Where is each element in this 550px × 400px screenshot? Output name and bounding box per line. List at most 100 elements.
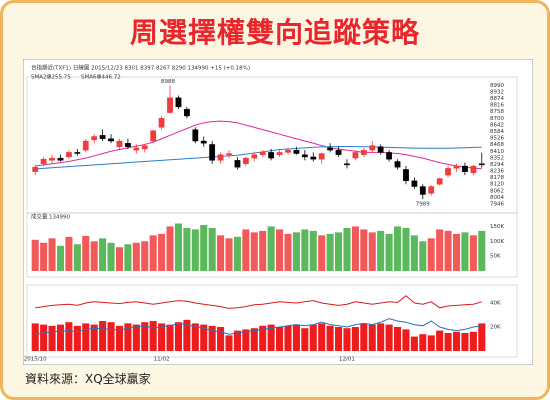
y-tick-label: 8526 [490, 136, 504, 142]
low-label: 7989 [416, 202, 430, 208]
volume-bar [141, 241, 149, 271]
candle-body [360, 149, 367, 155]
oi-bar [309, 324, 317, 351]
candle-body [386, 152, 392, 160]
candle-body [116, 140, 123, 147]
oi-bar [360, 323, 368, 351]
volume-bar [259, 230, 267, 271]
volume-bar [208, 227, 216, 271]
x-tick-label: 12/01 [339, 357, 355, 363]
y-tick-label: 8468 [490, 142, 504, 148]
chart-bg [23, 59, 533, 365]
volume-bar [250, 232, 258, 271]
candle-body [310, 156, 317, 160]
y-tick-label: 8758 [490, 109, 504, 115]
candle-body [318, 153, 325, 160]
oi-bar [469, 331, 477, 351]
volume-bar [368, 232, 376, 271]
candle-body [32, 166, 39, 172]
volume-bar [31, 239, 39, 271]
volume-bar [343, 227, 351, 271]
candle-body [428, 186, 435, 194]
candle-body [453, 165, 460, 169]
volume-bar [393, 226, 402, 271]
title: 周選擇權雙向追蹤策略 [129, 16, 420, 49]
candle-body [411, 180, 418, 187]
oi-bar [158, 323, 166, 351]
y-tick-label: 20K [490, 325, 501, 331]
oi-bar [166, 324, 174, 351]
candle-body [66, 152, 72, 158]
candle-body [217, 154, 224, 161]
volume-bar [410, 235, 418, 271]
oi-bar [292, 324, 300, 351]
panel [26, 284, 518, 358]
oi-bar [402, 329, 410, 351]
volume-bar [200, 224, 208, 271]
oi-bar [377, 323, 385, 351]
candle-body [234, 160, 241, 168]
volume-bar [335, 232, 343, 271]
volume-bar [292, 232, 300, 271]
oi-bar [368, 324, 376, 351]
volume-bar [124, 244, 132, 271]
oi-bar [124, 323, 132, 351]
candle-body [175, 97, 182, 108]
oi-bar [343, 328, 351, 351]
candle-body [242, 157, 249, 164]
volume-bar [56, 245, 65, 271]
oi-bar [318, 323, 326, 351]
y-tick-label: 8584 [490, 129, 504, 135]
oi-bar [40, 324, 48, 351]
y-tick-label: 8990 [490, 83, 504, 89]
y-tick-label: 8178 [490, 175, 504, 181]
candle-body [369, 145, 376, 151]
volume-bar [82, 235, 90, 271]
candle-body [192, 129, 199, 142]
oi-bar [132, 324, 140, 351]
y-tick-label: 8410 [490, 149, 504, 155]
volume-bar [444, 230, 452, 271]
candle-body [183, 108, 190, 117]
y-tick-label: 8874 [490, 96, 504, 102]
volume-bar [402, 227, 410, 271]
candle-body [301, 154, 308, 158]
legend-value: 8255.75 [48, 75, 71, 81]
volume-bar [99, 238, 107, 271]
x-tick-label: 11/02 [154, 357, 170, 363]
oi-bar [259, 325, 267, 351]
sma-line [35, 145, 482, 170]
volume-name: 成交量 [31, 213, 48, 221]
candle-body [403, 169, 409, 182]
y-tick-label: 50K [490, 254, 501, 260]
y-tick-label: 7946 [490, 202, 504, 208]
candle-body [209, 144, 216, 161]
volume-bar [427, 238, 435, 271]
oi-bar [90, 324, 98, 351]
candle-body [133, 147, 140, 151]
oi-bar [284, 325, 292, 351]
oi-bar [48, 325, 56, 351]
candle-body [478, 163, 485, 166]
volume-bar [478, 230, 486, 271]
volume-bar [452, 233, 461, 271]
legend-value: 8446.72 [98, 75, 121, 81]
volume-bar [191, 229, 199, 271]
chart: 8990893288748816875887008642858485268468… [23, 59, 533, 365]
oi-bar [208, 325, 216, 351]
y-tick-label: 8004 [490, 195, 504, 201]
candle-body [377, 146, 384, 153]
candle-body [462, 165, 468, 172]
sma-line [35, 120, 482, 170]
panel [26, 212, 518, 278]
volume-bar [73, 244, 81, 271]
oi-bar [65, 322, 73, 351]
candle-body [99, 135, 106, 139]
oi-bar [191, 323, 199, 351]
oi-bar [326, 325, 334, 351]
oi-bar [444, 333, 452, 351]
volume-bar [166, 226, 174, 271]
high-label: 8988 [161, 79, 175, 85]
candle-body [259, 152, 266, 155]
volume-bar [149, 235, 157, 271]
